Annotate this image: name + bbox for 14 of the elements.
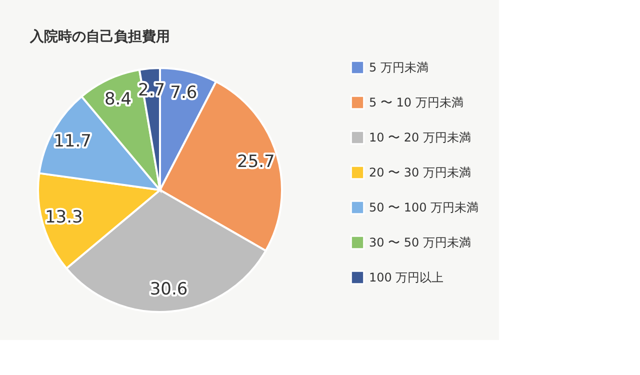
data-label: 7.6	[170, 82, 198, 103]
data-label: 13.3	[44, 208, 83, 228]
data-label: 30.6	[150, 280, 188, 300]
legend-label: 5 万円未満	[369, 60, 428, 74]
data-label: 11.7	[54, 132, 92, 152]
data-label: 8.4	[104, 89, 132, 110]
data-label: 25.7	[237, 152, 275, 172]
legend-label: 5 〜 10 万円未満	[369, 96, 464, 110]
legend-label: 30 〜 50 万円未満	[369, 236, 471, 250]
legend-label: 20 〜 30 万円未満	[369, 166, 471, 180]
chart-title: 入院時の自己負担費用	[29, 28, 170, 45]
legend-label: 10 〜 20 万円未満	[369, 130, 471, 144]
legend-label: 100 万円以上	[369, 270, 444, 284]
legend-label: 50 〜 100 万円未満	[369, 200, 479, 214]
